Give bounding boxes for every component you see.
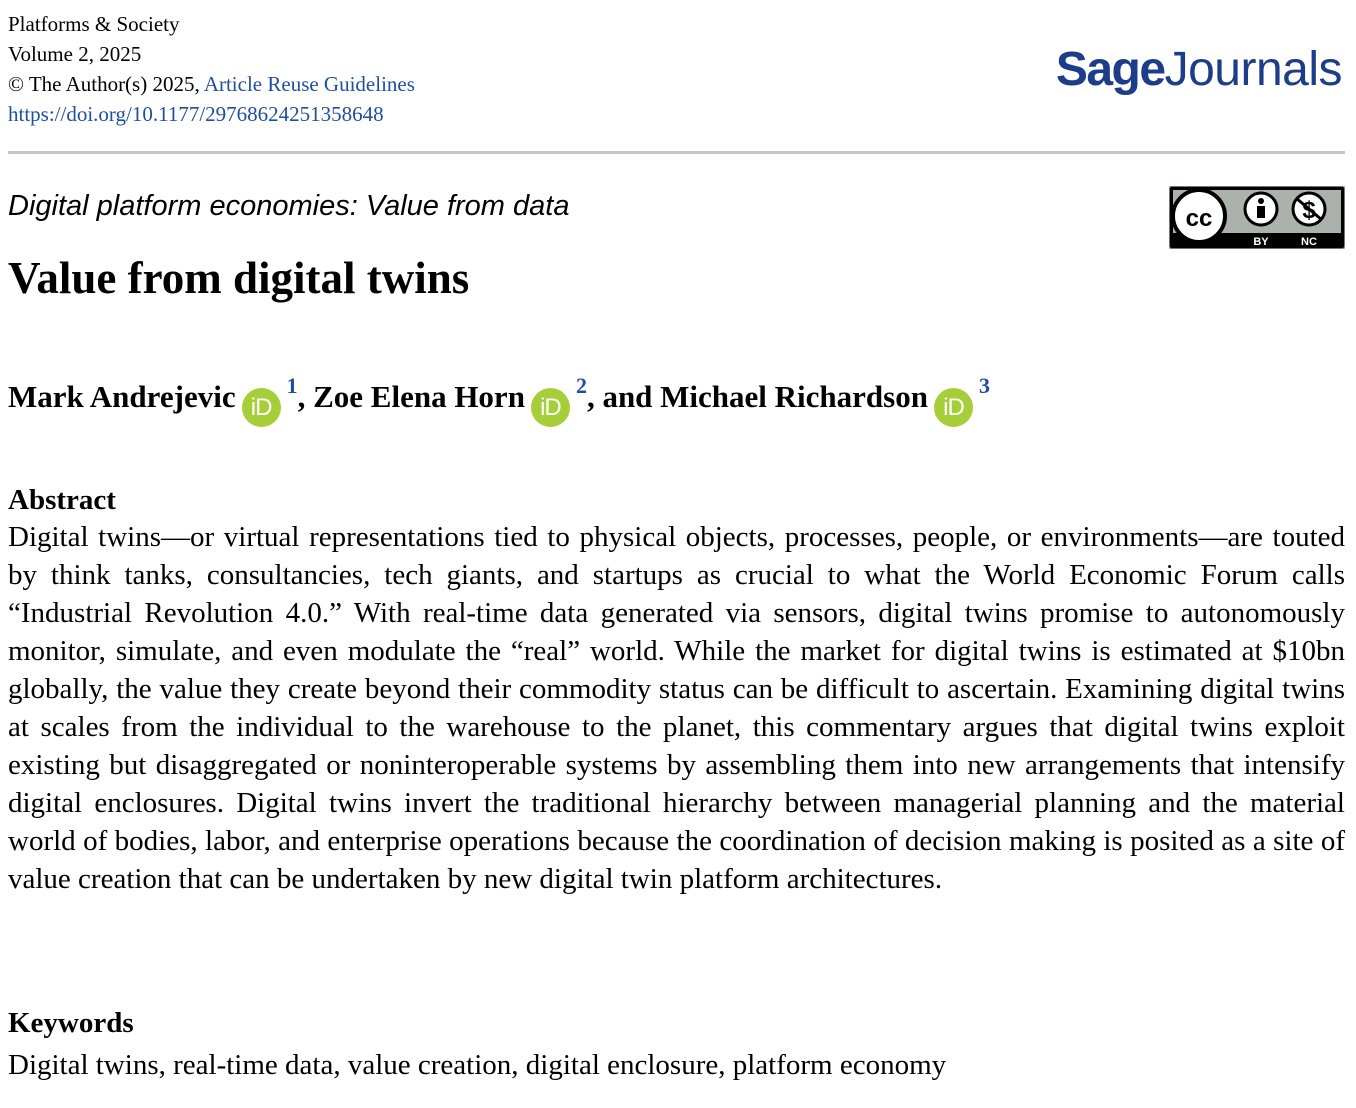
copyright-line: © The Author(s) 2025, Article Reuse Guid… [8, 69, 415, 99]
section-title: Digital platform economies: Value from d… [8, 190, 570, 222]
by-label: BY [1253, 236, 1269, 248]
cc-text: cc [1186, 205, 1213, 232]
journal-meta: Platforms & Society Volume 2, 2025 © The… [8, 9, 415, 129]
brand-part-1: Sage [1055, 43, 1166, 96]
copyright-text: © The Author(s) 2025, [8, 72, 204, 96]
cc-by-nc-license-icon[interactable]: cc $ BY NC [1169, 186, 1345, 249]
abstract-heading: Abstract [8, 484, 116, 516]
keywords-heading: Keywords [8, 1007, 134, 1039]
article-title: Value from digital twins [8, 253, 470, 303]
author-name[interactable]: Zoe Elena Horn [313, 379, 525, 414]
journal-name: Platforms & Society [8, 12, 180, 36]
doi-link[interactable]: https://doi.org/10.1177/2976862425135864… [8, 102, 384, 126]
affiliation-marker[interactable]: 1 [286, 373, 298, 398]
author-name[interactable]: Mark Andrejevic [8, 379, 236, 414]
affiliation-marker[interactable]: 2 [575, 373, 587, 398]
abstract-text: Digital twins—or virtual representations… [8, 521, 1345, 895]
author-list: Mark Andrejevic iD1, Zoe Elena Horn iD2, a… [8, 373, 990, 427]
orcid-icon[interactable]: iD [241, 388, 281, 427]
orcid-icon[interactable]: iD [933, 388, 973, 427]
header-divider [8, 151, 1345, 154]
article-reuse-link[interactable]: Article Reuse Guidelines [203, 72, 415, 96]
keywords-text: Digital twins, real-time data, value cre… [8, 1049, 947, 1081]
author-separator: , and [586, 379, 661, 414]
author-name[interactable]: Michael Richardson [660, 379, 928, 414]
sage-journals-logo[interactable]: SageJournals [1055, 42, 1343, 97]
nc-label: NC [1301, 236, 1317, 248]
attribution-icon [1258, 198, 1264, 204]
brand-part-2: Journals [1164, 43, 1343, 96]
author-separator: , [297, 379, 314, 414]
journal-volume: Volume 2, 2025 [8, 42, 142, 66]
affiliation-marker[interactable]: 3 [978, 373, 990, 398]
orcid-icon[interactable]: iD [530, 388, 570, 427]
